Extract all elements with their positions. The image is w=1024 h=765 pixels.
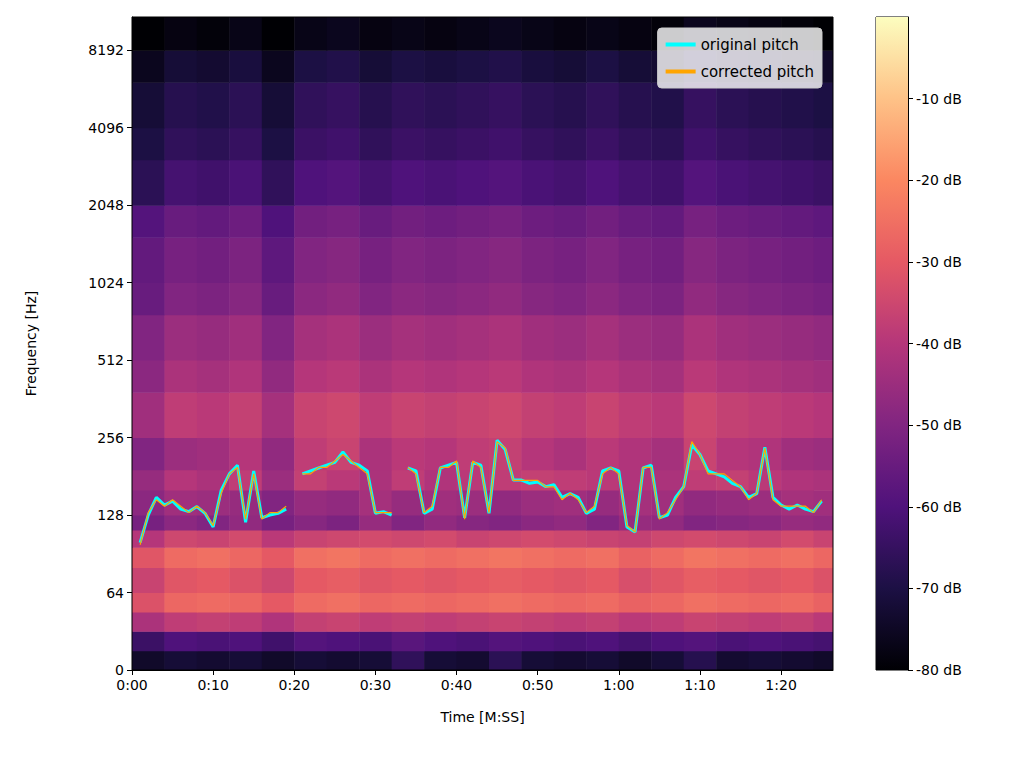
svg-text:-30 dB: -30 dB [916, 254, 962, 270]
svg-text:8192: 8192 [88, 42, 124, 58]
svg-text:-40 dB: -40 dB [916, 336, 962, 352]
svg-text:0:20: 0:20 [279, 677, 310, 693]
svg-text:Frequency [Hz]: Frequency [Hz] [23, 291, 39, 397]
svg-text:1:00: 1:00 [603, 677, 634, 693]
svg-text:Time [M:SS]: Time [M:SS] [439, 709, 524, 725]
svg-text:256: 256 [97, 430, 124, 446]
svg-text:0:00: 0:00 [116, 677, 147, 693]
svg-text:0:30: 0:30 [360, 677, 391, 693]
svg-text:-60 dB: -60 dB [916, 499, 962, 515]
svg-text:1:20: 1:20 [765, 677, 796, 693]
svg-text:original pitch: original pitch [701, 36, 799, 54]
svg-text:-20 dB: -20 dB [916, 172, 962, 188]
svg-text:-10 dB: -10 dB [916, 91, 962, 107]
svg-text:0:40: 0:40 [441, 677, 472, 693]
svg-text:4096: 4096 [88, 120, 124, 136]
svg-text:-50 dB: -50 dB [916, 417, 962, 433]
svg-text:corrected pitch: corrected pitch [701, 63, 814, 81]
svg-text:0:10: 0:10 [197, 677, 228, 693]
svg-text:2048: 2048 [88, 197, 124, 213]
svg-text:-80 dB: -80 dB [916, 662, 962, 678]
svg-text:0: 0 [115, 662, 124, 678]
svg-text:512: 512 [97, 352, 124, 368]
svg-text:128: 128 [97, 507, 124, 523]
svg-text:-70 dB: -70 dB [916, 580, 962, 596]
svg-text:1024: 1024 [88, 275, 124, 291]
svg-text:64: 64 [106, 585, 124, 601]
svg-text:0:50: 0:50 [522, 677, 553, 693]
svg-text:1:10: 1:10 [684, 677, 715, 693]
